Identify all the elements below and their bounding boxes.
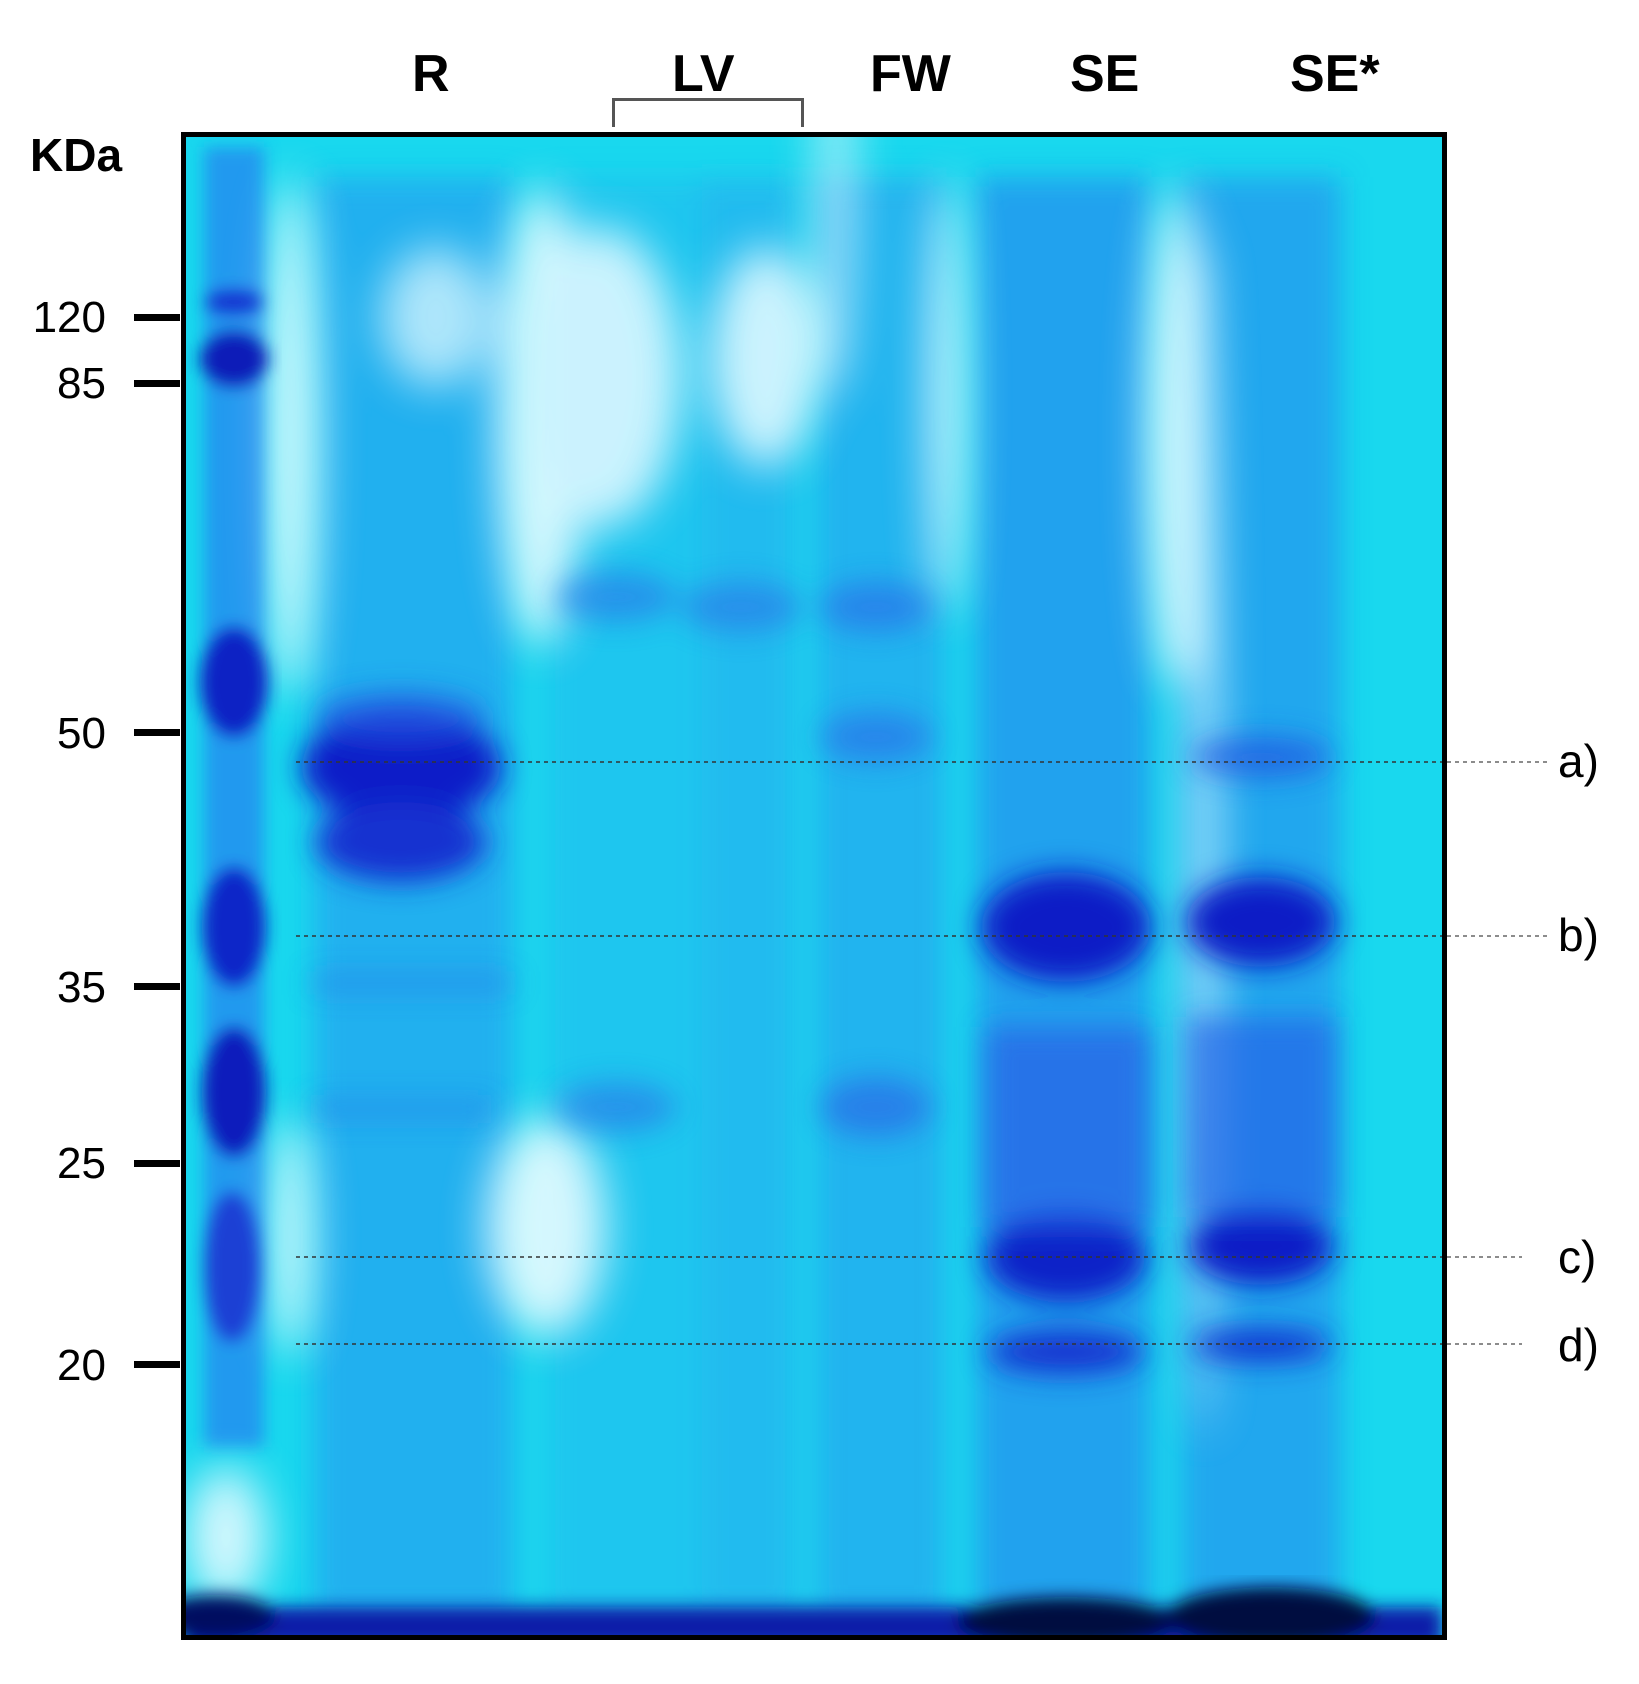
marker-tick-120	[134, 314, 180, 321]
lv-fw-bands	[556, 572, 931, 1137]
gel-svg	[186, 137, 1442, 1635]
marker-label-25: 25	[57, 1139, 106, 1188]
lane-label-se-star: SE*	[1290, 45, 1380, 103]
dye-front	[186, 1587, 1442, 1635]
lane-label-lv: LV	[672, 45, 735, 103]
band-label-a: a)	[1558, 735, 1599, 787]
lane-r-bands	[301, 692, 511, 1116]
band-label-c: c)	[1558, 1231, 1597, 1283]
marker-label-85: 85	[57, 359, 106, 408]
ladder-bands	[200, 147, 268, 1447]
marker-tick-85	[134, 380, 180, 387]
marker-label-35: 35	[57, 963, 106, 1012]
marker-label-50: 50	[57, 709, 106, 758]
marker-label-120: 120	[32, 293, 106, 342]
lane-label-r: R	[412, 45, 450, 103]
light-smears	[186, 137, 1218, 1607]
lane-label-se: SE	[1070, 45, 1140, 103]
marker-tick-25	[134, 1160, 180, 1167]
marker-tick-50	[134, 729, 180, 736]
gel-image	[181, 132, 1447, 1640]
lane-label-fw: FW	[870, 45, 951, 103]
guide-lines	[296, 761, 1442, 1345]
marker-label-20: 20	[57, 1341, 106, 1390]
band-label-b: b)	[1558, 909, 1599, 961]
kda-unit-label: KDa	[30, 129, 123, 181]
marker-tick-35	[134, 983, 180, 990]
marker-tick-20	[134, 1361, 180, 1368]
lane-se-star-bands	[1186, 737, 1336, 1361]
band-label-d: d)	[1558, 1319, 1599, 1371]
outer-guide-lines	[1447, 761, 1547, 1345]
lv-bracket	[612, 98, 804, 127]
